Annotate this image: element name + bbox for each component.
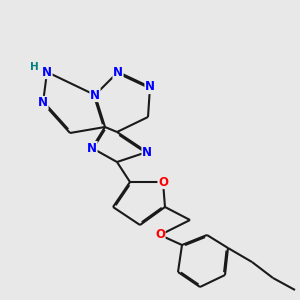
Text: O: O — [155, 229, 165, 242]
Text: N: N — [113, 65, 123, 79]
Text: N: N — [142, 146, 152, 158]
Text: N: N — [38, 97, 48, 110]
Text: N: N — [90, 88, 100, 101]
Text: N: N — [145, 80, 155, 94]
Text: N: N — [42, 65, 52, 79]
Text: O: O — [158, 176, 168, 188]
Text: H: H — [30, 62, 38, 72]
Text: N: N — [87, 142, 97, 154]
